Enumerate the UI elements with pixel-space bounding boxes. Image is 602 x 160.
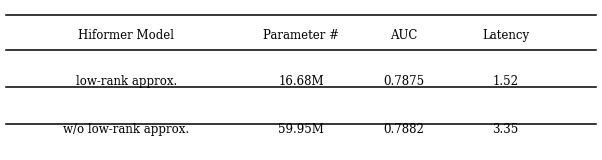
Text: Hiformer Model: Hiformer Model: [78, 29, 175, 42]
Text: 16.68M: 16.68M: [278, 75, 324, 88]
Text: 1.52: 1.52: [492, 75, 519, 88]
Text: 0.7882: 0.7882: [383, 123, 424, 136]
Text: Latency: Latency: [482, 29, 529, 42]
Text: w/o low-rank approx.: w/o low-rank approx.: [63, 123, 190, 136]
Text: 59.95M: 59.95M: [278, 123, 324, 136]
Text: AUC: AUC: [389, 29, 417, 42]
Text: 0.7875: 0.7875: [383, 75, 424, 88]
Text: low-rank approx.: low-rank approx.: [76, 75, 177, 88]
Text: 3.35: 3.35: [492, 123, 519, 136]
Text: Parameter #: Parameter #: [263, 29, 339, 42]
